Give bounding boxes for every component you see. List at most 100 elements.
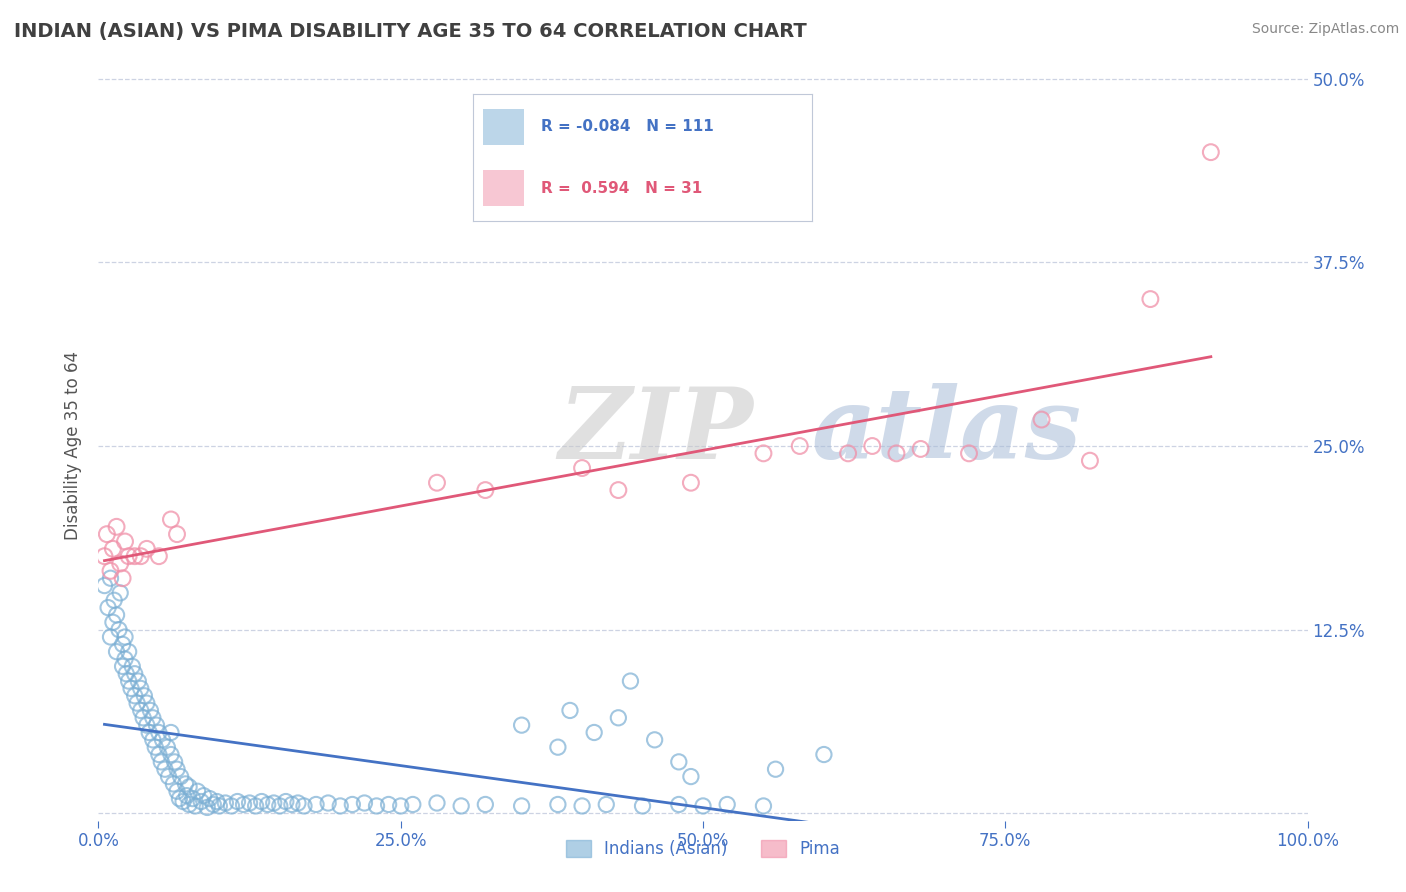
Text: atlas: atlas bbox=[811, 383, 1081, 479]
Point bbox=[160, 747, 183, 762]
Y-axis label: Disability Age 35 to 64: Disability Age 35 to 64 bbox=[65, 351, 83, 541]
Point bbox=[111, 659, 134, 673]
Point bbox=[837, 446, 859, 460]
Point bbox=[1139, 292, 1161, 306]
Point bbox=[142, 711, 165, 725]
Point bbox=[105, 645, 128, 659]
Point bbox=[426, 475, 449, 490]
Point bbox=[101, 541, 124, 556]
Point bbox=[316, 796, 339, 810]
Point bbox=[668, 797, 690, 812]
Point bbox=[184, 799, 207, 814]
Point bbox=[166, 527, 188, 541]
Point bbox=[172, 795, 194, 809]
Point bbox=[860, 439, 883, 453]
Point bbox=[679, 770, 702, 784]
Point bbox=[292, 799, 315, 814]
Point bbox=[100, 571, 122, 585]
Point bbox=[129, 703, 152, 717]
Point bbox=[1078, 453, 1101, 467]
Point bbox=[619, 674, 641, 689]
Point bbox=[957, 446, 980, 460]
Point bbox=[193, 789, 215, 803]
Point bbox=[148, 549, 170, 564]
Point bbox=[583, 725, 606, 739]
Point bbox=[124, 549, 146, 564]
Point bbox=[150, 755, 173, 769]
Point bbox=[353, 796, 375, 810]
Point bbox=[631, 799, 654, 814]
Point bbox=[274, 795, 297, 809]
Point bbox=[179, 797, 201, 812]
Point bbox=[250, 795, 273, 809]
Point bbox=[765, 762, 787, 776]
Point bbox=[547, 797, 569, 812]
Point bbox=[118, 674, 141, 689]
Point bbox=[127, 674, 149, 689]
Point bbox=[93, 578, 115, 592]
Point bbox=[121, 659, 143, 673]
Point bbox=[607, 711, 630, 725]
Point bbox=[169, 791, 191, 805]
Point bbox=[160, 725, 183, 739]
Point bbox=[179, 780, 201, 794]
Point bbox=[190, 795, 212, 809]
Point bbox=[752, 446, 775, 460]
Point bbox=[143, 740, 166, 755]
Legend: Indians (Asian), Pima: Indians (Asian), Pima bbox=[560, 833, 846, 864]
Point bbox=[474, 797, 496, 812]
Point bbox=[571, 799, 593, 814]
Point bbox=[114, 652, 136, 666]
Point bbox=[558, 703, 581, 717]
Point bbox=[135, 718, 157, 732]
Point bbox=[263, 796, 285, 810]
Point bbox=[153, 762, 176, 776]
Point bbox=[148, 725, 170, 739]
Point bbox=[132, 711, 155, 725]
Point bbox=[103, 593, 125, 607]
Point bbox=[105, 607, 128, 622]
Point bbox=[402, 797, 425, 812]
Point bbox=[208, 799, 231, 814]
Point bbox=[118, 645, 141, 659]
Point bbox=[174, 777, 197, 791]
Point bbox=[162, 777, 184, 791]
Point bbox=[114, 534, 136, 549]
Point bbox=[232, 797, 254, 812]
Point bbox=[329, 799, 352, 814]
Point bbox=[105, 520, 128, 534]
Point bbox=[156, 740, 179, 755]
Point bbox=[716, 797, 738, 812]
Point bbox=[138, 725, 160, 739]
Point bbox=[166, 784, 188, 798]
Point bbox=[114, 630, 136, 644]
Point bbox=[142, 732, 165, 747]
Point bbox=[789, 439, 811, 453]
Point bbox=[752, 799, 775, 814]
Point bbox=[169, 770, 191, 784]
Point bbox=[120, 681, 142, 696]
Point bbox=[202, 797, 225, 812]
Point bbox=[152, 732, 174, 747]
Point bbox=[145, 718, 167, 732]
Point bbox=[389, 799, 412, 814]
Point bbox=[115, 666, 138, 681]
Point bbox=[163, 755, 186, 769]
Point bbox=[96, 527, 118, 541]
Point bbox=[342, 797, 364, 812]
Point bbox=[108, 557, 131, 571]
Point bbox=[111, 637, 134, 651]
Point bbox=[135, 696, 157, 710]
Text: INDIAN (ASIAN) VS PIMA DISABILITY AGE 35 TO 64 CORRELATION CHART: INDIAN (ASIAN) VS PIMA DISABILITY AGE 35… bbox=[14, 22, 807, 41]
Text: Source: ZipAtlas.com: Source: ZipAtlas.com bbox=[1251, 22, 1399, 37]
Point bbox=[139, 703, 162, 717]
Point bbox=[377, 797, 399, 812]
Point bbox=[595, 797, 617, 812]
Point bbox=[813, 747, 835, 762]
Point bbox=[135, 541, 157, 556]
Point bbox=[245, 799, 267, 814]
Point bbox=[571, 461, 593, 475]
Point bbox=[100, 564, 122, 578]
Point bbox=[205, 795, 228, 809]
Text: ZIP: ZIP bbox=[558, 383, 752, 479]
